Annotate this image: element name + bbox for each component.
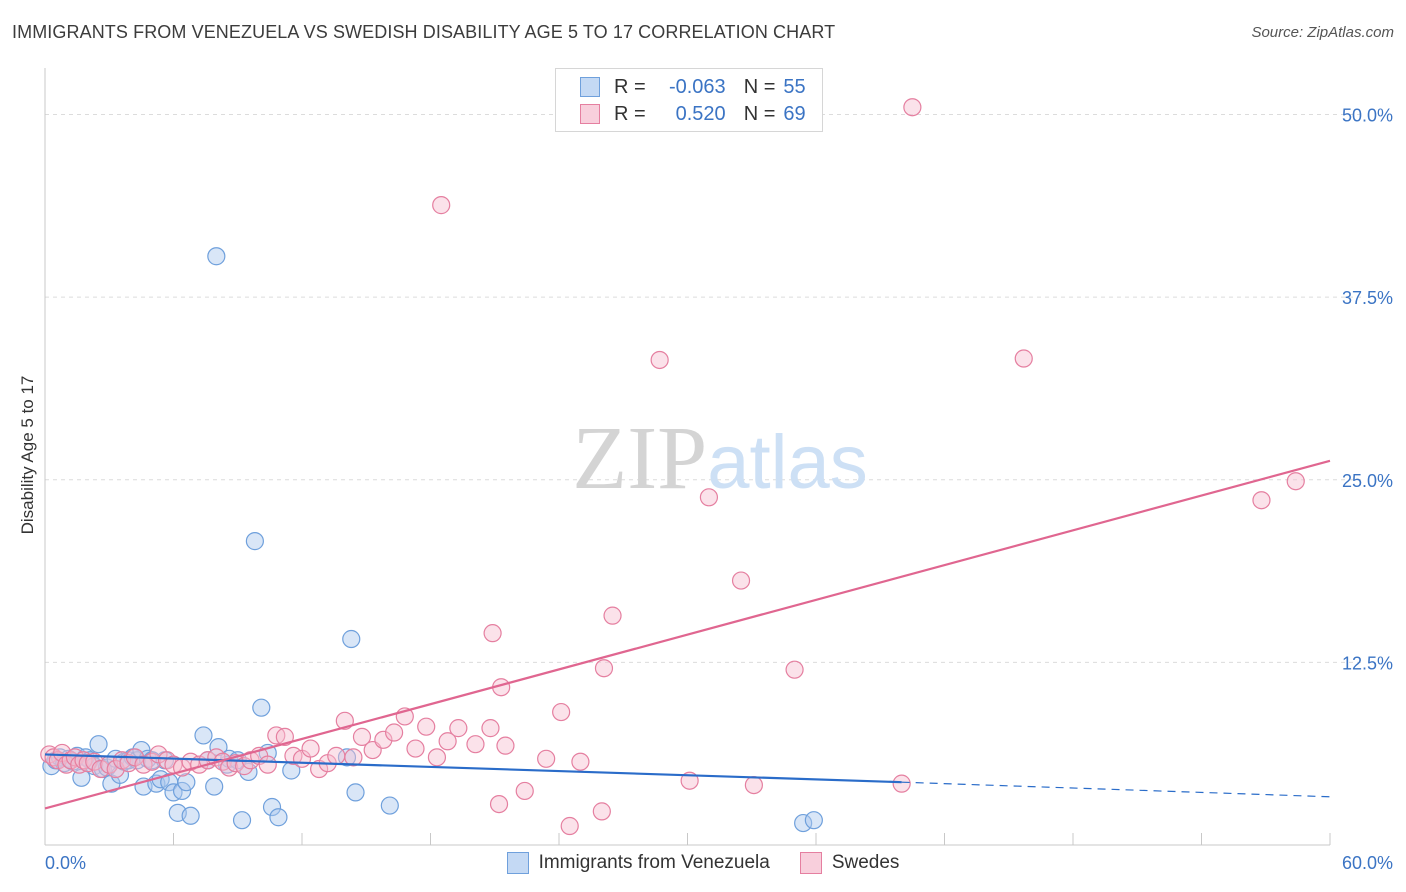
point-swedes — [344, 748, 363, 767]
y-tick-label: 37.5% — [1342, 288, 1393, 308]
point-swedes — [592, 802, 611, 821]
legend-item-swedes[interactable]: Swedes — [799, 852, 900, 874]
x-tick-label: 0.0% — [45, 853, 86, 873]
point-swedes — [515, 781, 534, 801]
point-swedes — [560, 816, 579, 836]
point-venezuela — [269, 808, 288, 827]
point-swedes — [903, 98, 922, 117]
point-venezuela — [342, 629, 361, 649]
stats-legend: R = -0.063 N = 55 R = 0.520 N = 69 — [555, 68, 823, 132]
axes — [44, 68, 1331, 846]
legend-label-venezuela: Immigrants from Venezuela — [538, 852, 770, 873]
trend-line-swedes — [44, 459, 1331, 810]
n-value: 69 — [783, 102, 806, 125]
point-venezuela — [804, 811, 823, 830]
r-label: R = — [614, 75, 646, 98]
legend-item-venezuela[interactable]: Immigrants from Venezuela — [506, 852, 770, 874]
point-swedes — [85, 752, 104, 771]
point-venezuela — [262, 797, 282, 817]
legend-swatch-swedes — [580, 104, 600, 124]
r-value: 0.520 — [675, 102, 726, 125]
point-swedes — [327, 746, 346, 765]
point-swedes — [496, 736, 515, 755]
point-venezuela — [232, 811, 252, 830]
y-tick-label: 25.0% — [1342, 471, 1393, 491]
x-tick-label: 60.0% — [1342, 853, 1393, 873]
point-swedes — [417, 717, 436, 736]
point-swedes — [427, 748, 447, 767]
point-venezuela — [194, 726, 213, 745]
point-venezuela — [794, 813, 813, 833]
n-label: N = — [743, 102, 776, 125]
series-swedes-points — [40, 98, 1305, 836]
point-swedes — [438, 732, 457, 751]
legend-swatch-venezuela — [506, 852, 529, 874]
point-swedes — [466, 735, 485, 754]
point-venezuela — [172, 781, 192, 801]
trend-line-venezuela — [44, 753, 902, 784]
point-swedes — [481, 719, 500, 738]
series-legend: Immigrants from Venezuela Swedes — [0, 852, 1406, 874]
point-swedes — [731, 571, 751, 590]
watermark: ZIPatlas — [572, 409, 868, 508]
point-swedes — [1014, 349, 1033, 368]
point-swedes — [275, 727, 294, 746]
point-swedes — [650, 350, 669, 370]
gridlines — [45, 114, 1365, 663]
stats-row-swedes: R = 0.520 N = 69 — [580, 100, 806, 128]
y-tick-label: 50.0% — [1342, 106, 1393, 126]
point-venezuela — [89, 735, 108, 754]
tick-labels: 12.5% 25.0% 37.5% 50.0% 0.0% 60.0% — [45, 106, 1393, 873]
point-swedes — [594, 659, 614, 678]
chart-source: Source: ZipAtlas.com — [1251, 24, 1394, 41]
legend-swatch-swedes — [799, 852, 822, 874]
point-swedes — [1252, 491, 1271, 510]
point-venezuela — [346, 783, 365, 802]
chart-title: IMMIGRANTS FROM VENEZUELA VS SWEDISH DIS… — [12, 22, 836, 42]
y-tick-label: 12.5% — [1342, 653, 1393, 673]
point-swedes — [406, 739, 425, 758]
legend-swatch-venezuela — [580, 77, 600, 97]
point-swedes — [483, 624, 502, 643]
n-value: 55 — [783, 75, 806, 98]
series-venezuela-points — [42, 247, 823, 833]
point-swedes — [258, 755, 277, 774]
point-venezuela — [245, 532, 264, 551]
point-swedes — [785, 660, 804, 679]
trend-line-venezuela-extension — [901, 781, 1331, 798]
point-swedes — [374, 730, 393, 749]
point-venezuela — [177, 773, 196, 792]
trend-lines — [44, 459, 1331, 810]
point-swedes — [489, 794, 509, 814]
point-venezuela — [207, 247, 226, 266]
point-swedes — [1286, 472, 1305, 491]
point-swedes — [301, 739, 320, 758]
point-swedes — [699, 488, 719, 507]
r-value: -0.063 — [668, 75, 726, 98]
point-swedes — [571, 752, 590, 771]
n-label: N = — [743, 75, 776, 98]
point-swedes — [432, 196, 451, 215]
point-swedes — [352, 727, 372, 746]
point-venezuela — [252, 698, 271, 717]
legend-label-swedes: Swedes — [831, 852, 900, 873]
point-swedes — [603, 606, 622, 625]
r-label: R = — [614, 102, 646, 125]
point-swedes — [91, 759, 110, 779]
point-swedes — [552, 702, 571, 722]
point-venezuela — [205, 777, 224, 796]
point-venezuela — [380, 796, 399, 815]
point-swedes — [384, 723, 404, 742]
point-swedes — [449, 719, 468, 738]
point-swedes — [537, 749, 556, 768]
stats-row-venezuela: R = -0.063 N = 55 — [580, 73, 806, 101]
point-venezuela — [181, 806, 200, 825]
point-swedes — [744, 776, 763, 795]
point-swedes — [892, 774, 911, 793]
